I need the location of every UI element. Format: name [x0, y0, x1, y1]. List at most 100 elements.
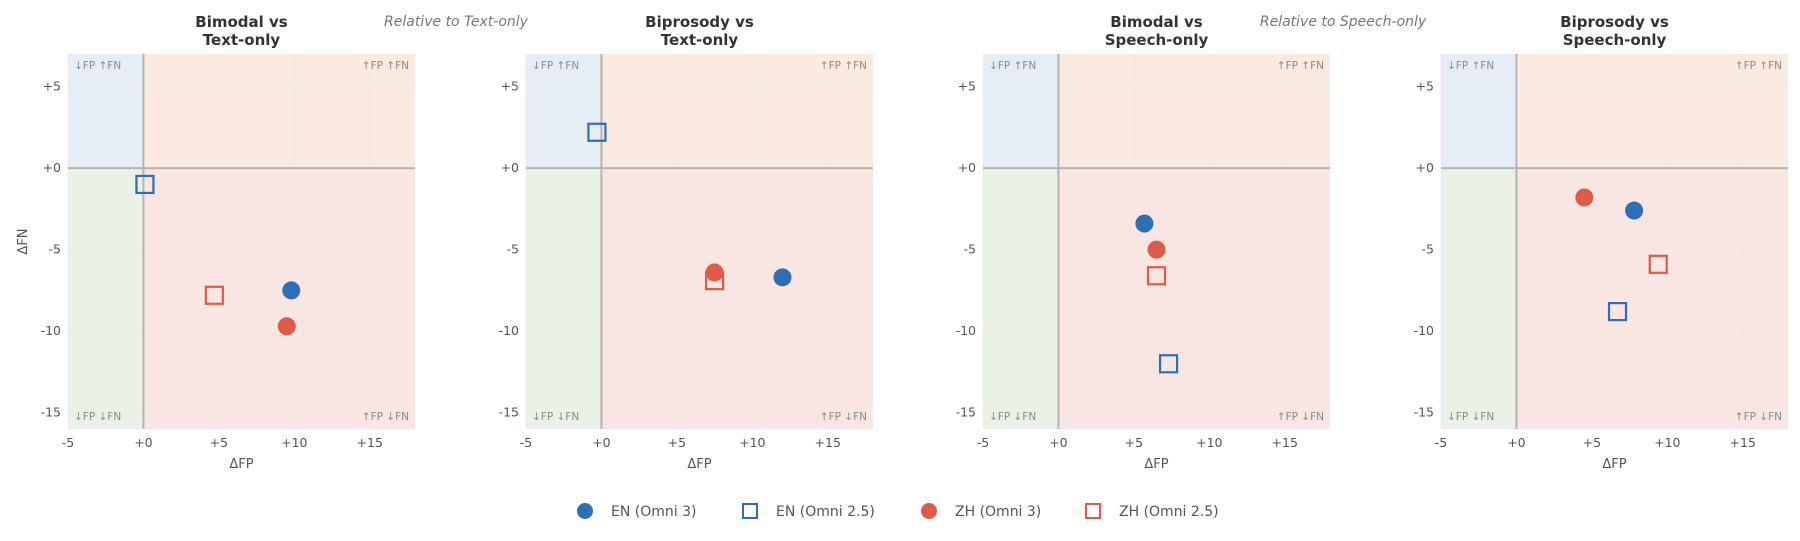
y-tick-label: +0	[501, 160, 519, 175]
legend-marker-filled-circle	[577, 503, 593, 519]
panel-title-line: Speech-only	[1105, 31, 1209, 49]
x-axis-label: ΔFP	[687, 457, 711, 472]
y-tick-label: +5	[1416, 79, 1434, 94]
corner-label-top-left: ↓FP ↑FN	[74, 60, 121, 72]
y-tick-label: -5	[1422, 242, 1434, 257]
legend-label: EN (Omni 2.5)	[776, 504, 875, 520]
y-tick-label: +5	[501, 79, 519, 94]
y-tick-label: -10	[956, 323, 976, 338]
y-tick-label: -5	[49, 242, 61, 257]
group-label-text-only: Relative to Text-only	[384, 14, 529, 30]
x-tick-label: +0	[1507, 435, 1525, 450]
x-tick-label: +15	[1272, 435, 1298, 450]
point-en-omni-3	[282, 281, 301, 300]
x-tick-label: -5	[520, 435, 532, 450]
y-tick-label: +0	[958, 160, 976, 175]
point-en-omni-2-5	[135, 174, 155, 195]
panel-title-line: Speech-only	[1563, 31, 1667, 49]
point-en-omni-3	[1625, 201, 1644, 220]
chart-panel-4: ↓FP ↑FN ↑FP ↑FN ↓FP ↓FN ↑FP ↓FN -5 +0 +5 +10 +15…	[1414, 13, 1788, 472]
x-tick-label: +0	[134, 435, 152, 450]
quadrant-bottom-left	[983, 168, 1059, 429]
point-zh-omni-2-5	[1648, 254, 1668, 274]
panel-title: Bimodal vs Speech-only	[1105, 13, 1209, 49]
point-zh-omni-2-5	[704, 271, 725, 291]
panel-title: Biprosody vs Speech-only	[1560, 13, 1669, 49]
quadrant-bottom-left	[68, 168, 144, 429]
y-tick-label: -15	[499, 405, 519, 420]
x-tick-label: +15	[357, 435, 383, 450]
quadrant-top-left	[983, 54, 1059, 169]
quadrant-top-left	[68, 54, 144, 169]
x-tick-label: +10	[1196, 435, 1222, 450]
point-en-omni-2-5	[1158, 354, 1179, 374]
panel-title-line: Bimodal vs	[195, 13, 288, 31]
x-tick-label: +5	[1125, 435, 1143, 450]
y-tick-label: -15	[41, 405, 61, 420]
x-tick-label: -5	[1435, 435, 1447, 450]
legend-item-zh-omni-2-5: ZH (Omni 2.5)	[1085, 503, 1219, 520]
corner-label-bottom-left: ↓FP ↓FN	[74, 411, 121, 423]
legend-marker-open-square	[742, 503, 758, 519]
panel-title-line: Text-only	[661, 31, 739, 49]
x-tick-label: +5	[668, 435, 686, 450]
y-tick-label: +0	[1416, 160, 1434, 175]
point-zh-omni-2-5	[204, 285, 224, 305]
y-tick-label: +5	[958, 79, 976, 94]
panel-title-line: Bimodal vs	[1110, 13, 1203, 31]
x-tick-label: +5	[1583, 435, 1601, 450]
quadrant-bottom-right	[1058, 168, 1330, 429]
y-tick-label: +5	[43, 79, 61, 94]
legend-item-en-omni-2-5: EN (Omni 2.5)	[742, 503, 875, 520]
point-zh-omni-3	[1575, 188, 1594, 207]
point-en-omni-3	[773, 268, 792, 287]
panel-title-line: Biprosody vs	[645, 13, 754, 31]
legend-item-zh-omni-3: ZH (Omni 3)	[921, 503, 1041, 520]
x-tick-label: +15	[815, 435, 841, 450]
x-tick-label: +0	[1049, 435, 1067, 450]
quadrant-bottom-left	[526, 168, 602, 429]
corner-label-bottom-left: ↓FP ↓FN	[989, 411, 1036, 423]
corner-label-bottom-right: ↑FP ↓FN	[1277, 411, 1324, 423]
corner-label-top-left: ↓FP ↑FN	[1447, 60, 1494, 72]
quadrant-top-left	[526, 54, 602, 169]
panel-title: Biprosody vs Text-only	[645, 13, 754, 49]
y-tick-label: -5	[964, 242, 976, 257]
legend-marker-open-square	[1085, 503, 1101, 519]
corner-label-top-right: ↑FP ↑FN	[1735, 60, 1782, 72]
corner-label-top-right: ↑FP ↑FN	[362, 60, 409, 72]
point-zh-omni-2-5	[1146, 266, 1167, 286]
corner-label-bottom-left: ↓FP ↓FN	[1447, 411, 1494, 423]
quadrant-bottom-right	[1516, 168, 1788, 429]
y-tick-label: -10	[1414, 323, 1434, 338]
group-label-speech-only: Relative to Speech-only	[1260, 14, 1427, 30]
panel-title-line: Text-only	[203, 31, 281, 49]
corner-label-top-right: ↑FP ↑FN	[1277, 60, 1324, 72]
corner-label-bottom-right: ↑FP ↓FN	[820, 411, 867, 423]
x-tick-label: -5	[977, 435, 989, 450]
y-tick-label: -10	[499, 323, 519, 338]
x-tick-label: +15	[1730, 435, 1756, 450]
panel-title-line: Biprosody vs	[1560, 13, 1669, 31]
y-axis-label: ΔFN	[16, 228, 31, 254]
chart-panel-1: ↓FP ↑FN ↑FP ↑FN ↓FP ↓FN ↑FP ↓FN -5 +0 +5 +10 +15…	[16, 13, 415, 472]
legend-marker-filled-circle	[921, 503, 937, 519]
quadrant-bottom-right	[601, 168, 873, 429]
quadrant-bottom-right	[143, 168, 415, 429]
x-tick-label: -5	[62, 435, 74, 450]
x-axis-label: ΔFP	[1144, 457, 1168, 472]
point-en-omni-2-5	[1607, 302, 1628, 322]
legend-label: ZH (Omni 2.5)	[1119, 504, 1219, 520]
x-axis-label: ΔFP	[229, 457, 253, 472]
x-tick-label: +0	[592, 435, 610, 450]
chart-panel-2: ↓FP ↑FN ↑FP ↑FN ↓FP ↓FN ↑FP ↓FN -5 +0 +5 +10 +15…	[499, 13, 873, 472]
corner-label-bottom-right: ↑FP ↓FN	[1735, 411, 1782, 423]
point-en-omni-3	[1135, 214, 1154, 233]
corner-label-top-right: ↑FP ↑FN	[820, 60, 867, 72]
point-zh-omni-3	[1147, 240, 1166, 259]
corner-label-top-left: ↓FP ↑FN	[532, 60, 579, 72]
x-tick-label: +10	[739, 435, 765, 450]
chart-panel-3: ↓FP ↑FN ↑FP ↑FN ↓FP ↓FN ↑FP ↓FN -5 +0 +5 +10 +15…	[956, 13, 1330, 472]
legend: EN (Omni 3) EN (Omni 2.5) ZH (Omni 3) ZH (O…	[577, 503, 1219, 520]
